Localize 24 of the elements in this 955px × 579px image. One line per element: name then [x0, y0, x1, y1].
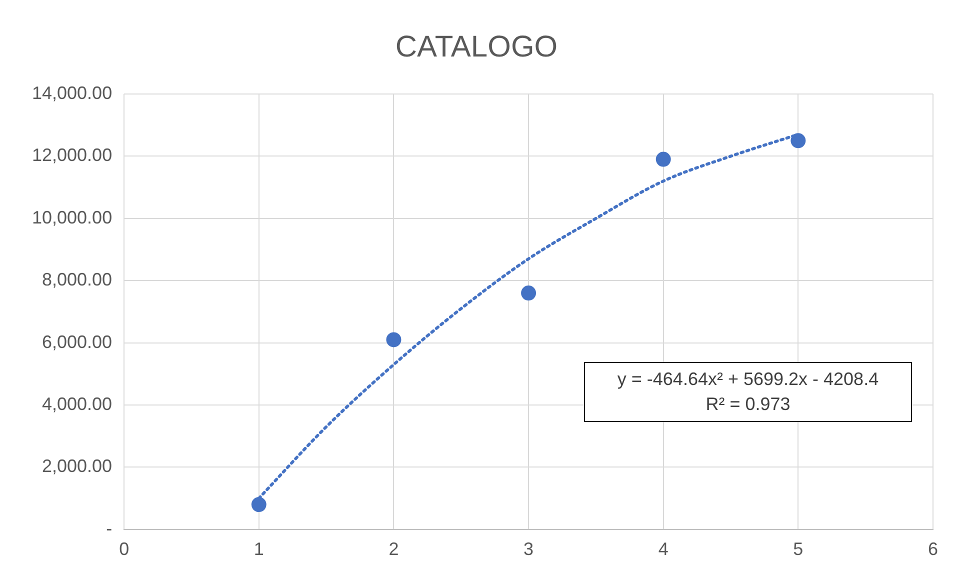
y-tick-label: 8,000.00 — [42, 270, 112, 290]
annotation: R² = 0.973 — [704, 393, 792, 416]
point — [790, 133, 806, 148]
y-tick-label: 4,000.00 — [42, 394, 112, 414]
y-tick-label: 12,000.00 — [32, 145, 112, 166]
x-tick-label: 5 — [793, 539, 804, 560]
x-tick-label: 3 — [524, 539, 534, 560]
point — [656, 152, 671, 167]
annotation: y = -464.64x² + 5699.2x - 4208.4 — [616, 368, 880, 391]
x-tick-label: 2 — [388, 539, 399, 560]
x-tick-label: 4 — [658, 539, 668, 560]
equation-box: y = -464.64x² + 5699.2x - 4208.4 R² = 0.973 — [584, 362, 912, 422]
y-tick-label: 2,000.00 — [42, 456, 112, 476]
y-tick-label: 10,000.00 — [32, 207, 112, 228]
x-tick-label: 0 — [119, 539, 130, 560]
point — [386, 332, 402, 348]
point — [251, 497, 266, 512]
y-tick-label: 14,000.00 — [32, 82, 112, 103]
point — [521, 286, 536, 301]
x-tick-label: 1 — [254, 539, 264, 560]
y-tick-label: 6,000.00 — [42, 332, 112, 352]
y-tick-label: - — [106, 518, 112, 538]
x-tick-label: 6 — [928, 539, 938, 560]
chart-title: CATALOGO — [395, 30, 558, 64]
